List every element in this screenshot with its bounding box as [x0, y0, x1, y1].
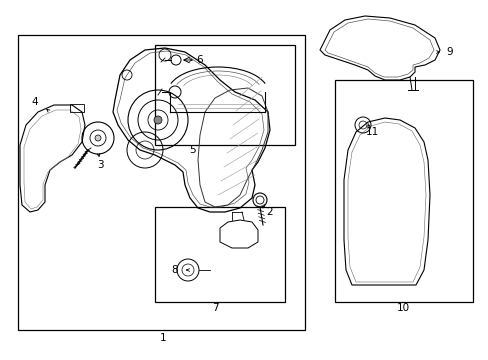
Text: 5: 5 — [189, 145, 196, 155]
Bar — [155, 45, 294, 145]
Bar — [155, 207, 285, 302]
Text: 9: 9 — [446, 47, 452, 57]
Text: 4: 4 — [32, 97, 38, 107]
Text: 2: 2 — [266, 207, 273, 217]
Text: 7: 7 — [211, 303, 218, 313]
Bar — [18, 35, 305, 330]
Circle shape — [154, 116, 162, 124]
Text: 11: 11 — [365, 127, 378, 137]
Text: 10: 10 — [396, 303, 409, 313]
Text: 1: 1 — [160, 333, 166, 343]
Text: 8: 8 — [171, 265, 178, 275]
Bar — [334, 80, 472, 302]
Bar — [70, 104, 84, 112]
Circle shape — [95, 135, 101, 141]
Text: 6: 6 — [196, 55, 203, 65]
Text: 3: 3 — [97, 160, 103, 170]
